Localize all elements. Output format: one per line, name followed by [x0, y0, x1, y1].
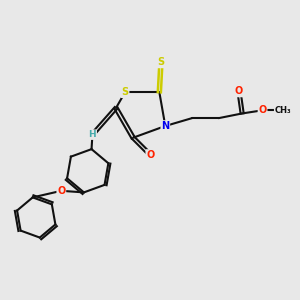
Text: H: H [88, 130, 96, 139]
Text: S: S [122, 87, 129, 97]
Text: O: O [146, 150, 154, 160]
Text: S: S [158, 57, 164, 68]
Text: O: O [57, 186, 65, 196]
Text: CH₃: CH₃ [274, 106, 291, 115]
Text: O: O [258, 105, 267, 115]
Text: N: N [161, 121, 170, 131]
Text: O: O [235, 86, 243, 97]
